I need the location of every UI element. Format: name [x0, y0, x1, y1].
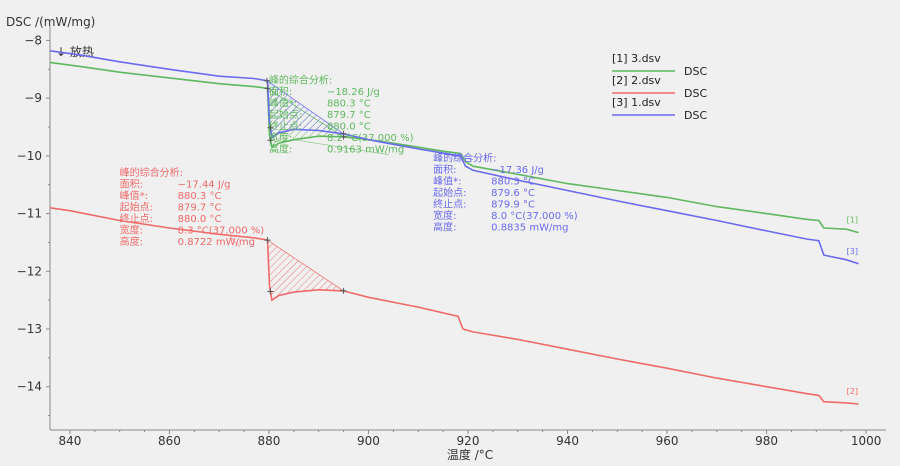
annotation-value: 880.0 °C	[327, 122, 371, 133]
annotation-key: 起始点:	[433, 186, 466, 199]
peak-marker	[267, 124, 274, 131]
annotation-key: 峰值*:	[433, 175, 461, 188]
annotation-key: 起始点:	[269, 108, 302, 121]
peak-marker	[264, 85, 271, 92]
peak-marker	[267, 288, 274, 295]
series-line-1	[49, 61, 859, 234]
annotation-key: 终止点:	[269, 120, 302, 133]
y-tick-label: −13	[17, 322, 42, 336]
annotation-value: 880.3 °C	[327, 99, 371, 110]
y-tick-label: −8	[24, 33, 42, 47]
y-ticks: −8 −9 −10 −11 −12 −13 −14	[17, 33, 50, 417]
peak-marker	[263, 77, 270, 84]
annotation-value: 879.7 °C	[178, 203, 222, 214]
x-tick-label: 920	[457, 434, 480, 448]
annotation-value: 0.9163 mW/mg	[327, 145, 404, 156]
annotation-value: −17.36 J/g	[491, 165, 544, 176]
annotation-key: 峰值*:	[120, 189, 148, 202]
annotation-value: 880.3 °C	[178, 191, 222, 202]
peak-fills	[266, 80, 346, 301]
annotation-key: 峰值*:	[269, 97, 297, 110]
legend-label-3: DSC	[684, 109, 707, 122]
annotation-key: 起始点:	[120, 201, 153, 214]
peak-marker	[267, 137, 274, 144]
annotation-value: 8.3 °C(37.000 %)	[178, 226, 265, 237]
series-end-tag-1: [1]	[847, 216, 858, 225]
x-ticks: 840 860 880 900 920 940 960 980 1000	[58, 430, 881, 448]
x-tick-label: 840	[58, 434, 81, 448]
y-tick-label: −11	[17, 207, 42, 221]
legend-label-2: DSC	[684, 87, 707, 100]
x-tick-label: 880	[257, 434, 280, 448]
annotation-key: 峰的综合分析:	[269, 74, 332, 87]
series-line-2	[49, 207, 859, 405]
peak-leader-line	[228, 235, 240, 248]
legend-file-3: [3] 1.dsv	[612, 96, 661, 109]
annotation-value: 8.2 °C(37.000 %)	[327, 133, 414, 144]
x-tick-label: 860	[158, 434, 181, 448]
annotation-value: 879.9 °C	[491, 200, 535, 211]
annotation-key: 宽度:	[269, 131, 292, 144]
legend-file-1: [1] 3.dsv	[612, 52, 661, 65]
y-tick-label: −9	[24, 91, 42, 105]
legend: [1] 3.dsv DSC [2] 2.dsv DSC [3] 1.dsv DSC	[612, 52, 707, 122]
y-tick-label: −12	[17, 264, 42, 278]
peak-leader-line	[293, 139, 390, 156]
annotation-key: 终止点:	[120, 212, 153, 225]
peak-marker	[340, 287, 347, 294]
annotation-key: 高度:	[120, 235, 143, 248]
series-end-tag-3: [3]	[847, 247, 858, 256]
x-axis-title: 温度 /°C	[447, 447, 493, 462]
peak-annotation-1: 峰的综合分析:面积: −18.26 J/g 峰值*: 880.3 °C 起始点: 879.…	[269, 74, 414, 156]
y-axis-title: DSC /(mW/mg)	[6, 15, 95, 29]
y-tick-label: −14	[17, 380, 42, 394]
annotation-key: 高度:	[433, 221, 456, 234]
y-tick-label: −10	[17, 149, 42, 163]
x-tick-label: 900	[357, 434, 380, 448]
annotation-value: 0.8835 mW/mg	[491, 223, 568, 234]
legend-file-2: [2] 2.dsv	[612, 74, 661, 87]
annotation-key: 面积:	[269, 86, 292, 98]
annotation-key: 宽度:	[120, 224, 143, 237]
peak-leader-line	[333, 132, 474, 160]
annotation-key: 宽度:	[433, 209, 456, 222]
annotation-key: 面积:	[120, 179, 143, 191]
x-tick-label: 980	[755, 434, 778, 448]
annotation-value: 880.3 °C	[491, 177, 535, 188]
annotation-value: 879.6 °C	[491, 188, 535, 199]
annotation-value: 0.8722 mW/mg	[178, 237, 255, 248]
peak-marker	[264, 237, 271, 244]
annotation-key: 峰的综合分析:	[120, 166, 183, 179]
legend-label-1: DSC	[684, 65, 707, 78]
x-tick-label: 960	[656, 434, 679, 448]
annotation-key: 终止点:	[433, 198, 466, 211]
series-end-tag-2: [2]	[847, 387, 858, 396]
annotation-value: 880.0 °C	[178, 214, 222, 225]
peak-annotation-3: 峰的综合分析:面积: −17.36 J/g 峰值*: 880.3 °C 起始点: 879.…	[433, 152, 578, 234]
annotation-value: −17.44 J/g	[178, 180, 231, 191]
annotation-key: 峰的综合分析:	[433, 152, 496, 165]
x-tick-label: 940	[556, 434, 579, 448]
x-tick-label: 1000	[851, 434, 882, 448]
peak-annotation-2: 峰的综合分析:面积: −17.44 J/g 峰值*: 880.3 °C 起始点: 879.…	[120, 166, 265, 248]
annotation-key: 面积:	[433, 164, 456, 176]
annotation-value: 8.0 °C(37.000 %)	[491, 211, 578, 222]
annotation-value: −18.26 J/g	[327, 87, 380, 98]
annotation-key: 高度:	[269, 143, 292, 156]
annotation-value: 879.7 °C	[327, 110, 371, 121]
